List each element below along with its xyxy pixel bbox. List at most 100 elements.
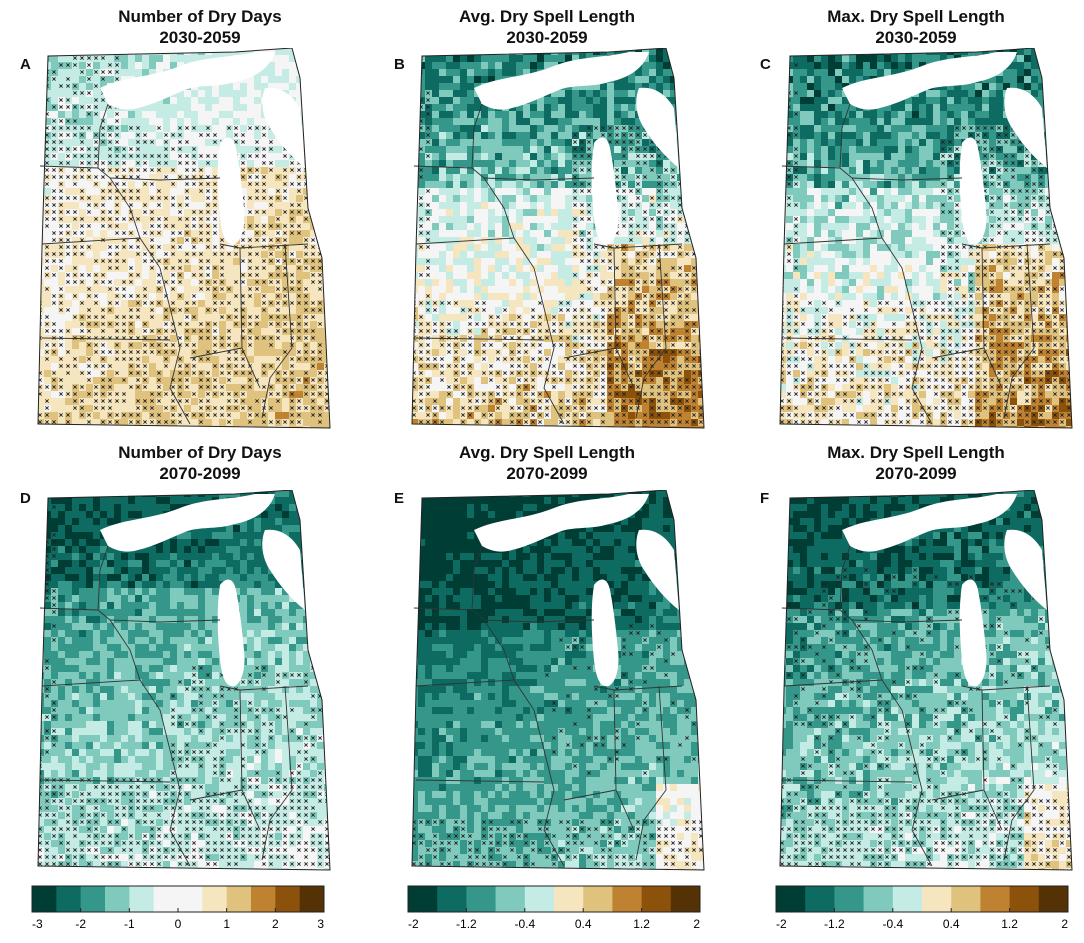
panel-d-label: D	[20, 490, 31, 507]
colorbar-swatch	[178, 886, 203, 912]
colorbar-tick-label: 1.2	[1001, 917, 1018, 931]
colorbar-tick-label: 2	[272, 917, 279, 931]
state-borders	[39, 103, 309, 425]
panel-a-title: Number of Dry Days 2030-2059	[40, 6, 360, 48]
colorbar-tick-label: 0.4	[575, 917, 592, 931]
colorbar-swatch	[299, 886, 325, 912]
map-f-svg	[779, 490, 1073, 871]
lake-huron	[262, 529, 305, 610]
colorbar-tick-label: -2	[776, 917, 787, 931]
map-e-svg	[411, 490, 705, 871]
map-panel-d	[30, 490, 340, 875]
lake-michigan	[959, 137, 987, 245]
colorbar-tick-label: 2	[693, 917, 700, 931]
colorbar-tick-label: -1	[124, 917, 135, 931]
state-borders	[39, 545, 309, 867]
lake-huron	[262, 87, 305, 168]
lake-michigan	[959, 579, 987, 687]
state-borders	[781, 545, 1051, 867]
colorbar-swatch	[922, 886, 952, 912]
colorbar-swatch	[980, 886, 1010, 912]
significance-markers	[412, 49, 703, 428]
colorbar-swatch	[437, 886, 467, 912]
colorbar-tick-label: -0.4	[514, 917, 535, 931]
colorbar-swatch	[583, 886, 613, 912]
colorbar-tick-label: 1.2	[633, 917, 650, 931]
colorbar-swatch	[834, 886, 864, 912]
colorbar-swatch	[56, 886, 81, 912]
panel-c-label: C	[760, 56, 771, 73]
significance-markers	[780, 568, 1071, 870]
lake-michigan	[217, 137, 245, 245]
lake-superior	[474, 52, 649, 110]
state-borders	[413, 545, 683, 867]
lake-superior	[842, 52, 1017, 110]
domain-outline	[779, 490, 1073, 871]
colorbar-swatch	[408, 886, 438, 912]
panel-e-label: E	[394, 490, 404, 507]
map-panel-c	[772, 48, 1082, 433]
domain-outline	[411, 48, 705, 429]
lake-huron	[1004, 529, 1047, 610]
colorbar-swatch	[275, 886, 300, 912]
panel-e-title: Avg. Dry Spell Length 2070-2099	[387, 442, 707, 484]
colorbar-swatch	[251, 886, 276, 912]
colorbar-swatch	[32, 886, 57, 912]
colorbar-swatch	[466, 886, 496, 912]
colorbar-tick-label: 2	[1061, 917, 1068, 931]
colorbar-tick-label: 0.4	[943, 917, 960, 931]
colorbar-swatch	[951, 886, 981, 912]
colorbar-tick-label: 3	[317, 917, 324, 931]
colorbar-max-spell: -2 -1.2 -0.4 0.4 1.2 2	[774, 884, 1074, 940]
panel-f-label: F	[760, 490, 769, 507]
colorbar-tick-label: -1.2	[824, 917, 845, 931]
colorbar-tick-label: -1.2	[456, 917, 477, 931]
map-d-svg	[37, 490, 331, 871]
colorbar-swatch	[80, 886, 106, 912]
panel-d-title: Number of Dry Days 2070-2099	[40, 442, 360, 484]
lake-superior	[842, 494, 1017, 552]
colorbar-tick-label: -2	[75, 917, 86, 931]
lake-superior	[100, 494, 275, 552]
colorbar-swatch	[129, 886, 154, 912]
colorbar-tick-label: -2	[408, 917, 419, 931]
colorbar-swatch	[863, 886, 894, 912]
lake-michigan	[217, 579, 245, 687]
colorbar-tick-label: 1	[223, 917, 230, 931]
map-c-svg	[779, 48, 1073, 429]
colorbar-swatch	[495, 886, 526, 912]
panel-f-title: Max. Dry Spell Length 2070-2099	[756, 442, 1076, 484]
colorbar-swatch	[202, 886, 227, 912]
panel-c-title: Max. Dry Spell Length 2030-2059	[756, 6, 1076, 48]
map-a-svg	[37, 48, 331, 429]
lake-superior	[474, 494, 649, 552]
lake-superior	[100, 52, 275, 110]
colorbar-swatch	[105, 886, 130, 912]
colorbar-swatch	[226, 886, 252, 912]
panel-b-label: B	[394, 56, 405, 73]
colorbar-swatch	[612, 886, 642, 912]
colorbar-swatch	[524, 886, 555, 912]
lake-huron	[636, 87, 679, 168]
map-panel-b	[404, 48, 714, 433]
map-b-svg	[411, 48, 705, 429]
colorbar-swatch	[776, 886, 806, 912]
domain-outline	[779, 48, 1073, 429]
colorbar-tick-label: 0	[175, 917, 182, 931]
map-panel-a	[30, 48, 340, 433]
colorbar-swatch	[153, 886, 179, 912]
panel-b-title: Avg. Dry Spell Length 2030-2059	[387, 6, 707, 48]
colorbar-dry-days: -3 -2 -1 0 1 2 3	[30, 884, 330, 940]
colorbar-tick-label: -3	[32, 917, 43, 931]
state-borders	[413, 103, 683, 425]
colorbar-swatch	[554, 886, 584, 912]
colorbar-swatch	[670, 886, 701, 912]
lake-michigan	[591, 137, 619, 245]
panel-a-label: A	[20, 56, 31, 73]
colorbar-tick-label: -0.4	[882, 917, 903, 931]
lake-michigan	[591, 579, 619, 687]
map-panel-f	[772, 490, 1082, 875]
lake-huron	[636, 529, 679, 610]
map-panel-e	[404, 490, 714, 875]
domain-outline	[37, 48, 331, 429]
